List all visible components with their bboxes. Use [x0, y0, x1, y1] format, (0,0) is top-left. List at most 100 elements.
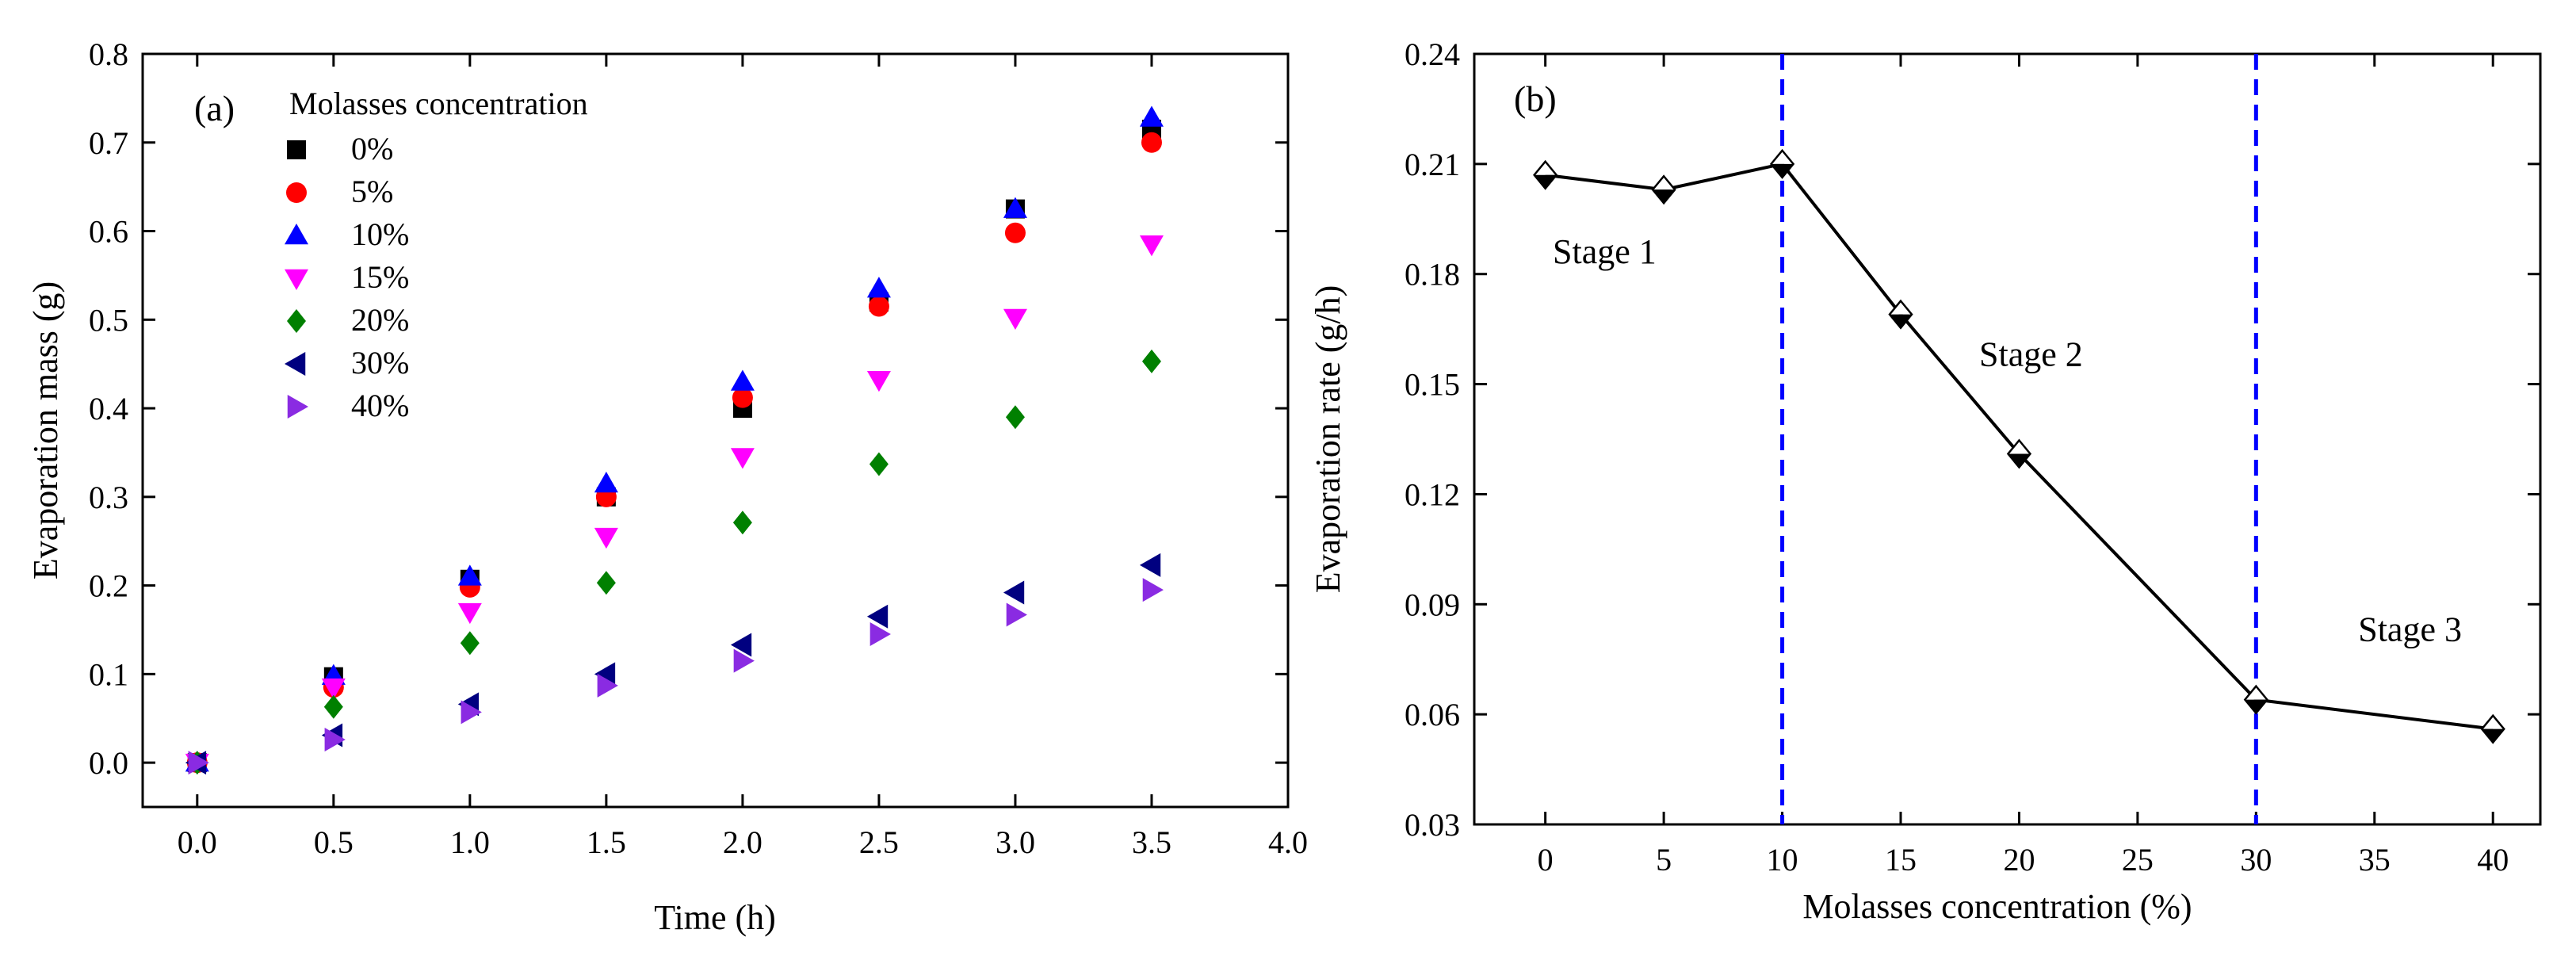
chart-b-stage-label: Stage 1 — [1553, 232, 1657, 271]
chart-b-x-tick-label: 5 — [1656, 842, 1672, 878]
chart-a-point-10pct — [866, 277, 891, 298]
chart-a-point-5pct — [1004, 222, 1026, 243]
chart-b-marks — [1533, 148, 2505, 744]
chart-a-y-tick-label: 0.0 — [89, 745, 128, 781]
chart-b-y-tick-label: 0.03 — [1405, 807, 1460, 843]
chart-b-x-ticks: 0 5 10 15 20 25 30 35 40 — [1538, 54, 2509, 878]
chart-a-x-tick-label: 1.5 — [587, 824, 626, 860]
chart-a-x-tick-label: 3.5 — [1132, 824, 1171, 860]
chart-a-point-40pct — [733, 648, 755, 673]
chart-b-frame — [1473, 52, 2542, 826]
chart-b-stage-label: Stage 2 — [1979, 335, 2083, 373]
chart-b-y-tick-label: 0.18 — [1405, 257, 1460, 293]
chart-a-y-tick-label: 0.8 — [89, 36, 128, 72]
chart-b-x-tick-label: 10 — [1767, 842, 1798, 878]
chart-a-y-tick-label: 0.1 — [89, 656, 128, 692]
chart-b-y-tick-label: 0.21 — [1405, 147, 1460, 182]
chart-a-point-20pct — [1005, 405, 1025, 430]
chart-a-point-10pct — [457, 564, 482, 586]
chart-b-y-ticks: 0.03 0.06 0.09 0.12 0.15 0.18 0.21 0.24 — [1405, 36, 2540, 843]
chart-b-panel-label: (b) — [1514, 78, 1557, 119]
chart-a-point-20pct — [869, 452, 889, 476]
chart-a-panel-label: (a) — [194, 88, 235, 128]
chart-b-x-tick-label: 15 — [1885, 842, 1917, 878]
chart-a-point-40pct — [324, 728, 346, 752]
chart-a-x-tick-label: 0.0 — [178, 824, 217, 860]
chart-a-legend-label: 15% — [351, 259, 409, 295]
chart-a-point-30pct — [1003, 580, 1025, 605]
chart-a-point-20pct — [732, 511, 752, 535]
chart-a-legend: 0% 5% 10% 15% 20% 30% 40% — [285, 131, 409, 423]
chart-a-y-tick-label: 0.2 — [89, 568, 128, 604]
chart-a-point-15pct — [1139, 235, 1164, 257]
chart-a-legend-marker — [285, 224, 308, 245]
chart-a-y-tick-label: 0.5 — [89, 302, 128, 338]
chart-b-point — [1651, 174, 1676, 205]
chart-b-x-tick-label: 20 — [2003, 842, 2035, 878]
chart-b-y-tick-label: 0.06 — [1405, 697, 1460, 732]
chart-b-x-tick-label: 30 — [2240, 842, 2272, 878]
chart-b-point — [2243, 684, 2268, 715]
chart-b-point — [2480, 713, 2505, 744]
chart-a-y-label: Evaporation mass (g) — [26, 281, 65, 579]
chart-b-point — [2006, 438, 2032, 469]
chart-a-legend-marker — [287, 140, 306, 159]
chart-a-x-label: Time (h) — [654, 898, 776, 937]
chart-a-point-10pct — [1003, 197, 1027, 218]
chart-a-point-30pct — [1139, 553, 1161, 577]
chart-b-y-label: Evaporation rate (g/h) — [1309, 285, 1347, 594]
chart-b-y-tick-label: 0.15 — [1405, 367, 1460, 403]
chart-a-point-40pct — [597, 673, 618, 698]
chart-b-x-tick-label: 0 — [1538, 842, 1554, 878]
chart-a-point-40pct — [188, 751, 209, 775]
chart-b: 0 5 10 15 20 25 30 35 40 0.03 0.06 0.09 0.12 0.15 0.1… — [1309, 36, 2542, 926]
chart-a-point-10pct — [1139, 105, 1164, 127]
chart-a: 0.0 0.5 1.0 1.5 2.0 2.5 3.0 3.5 4.0 0.0 0.1 0.2 0.3… — [26, 36, 1308, 937]
chart-b-point — [1769, 148, 1795, 179]
chart-a-point-20pct — [323, 694, 343, 719]
chart-a-point-30pct — [594, 662, 616, 686]
chart-a-point-15pct — [1003, 308, 1027, 331]
chart-a-point-15pct — [457, 602, 482, 625]
chart-a-point-20pct — [596, 571, 616, 595]
chart-b-y-tick-label: 0.12 — [1405, 476, 1460, 512]
chart-a-point-5pct — [732, 387, 753, 408]
chart-a-point-40pct — [1142, 578, 1164, 602]
chart-b-x-tick-label: 25 — [2122, 842, 2154, 878]
chart-a-point-20pct — [460, 631, 480, 656]
chart-a-point-30pct — [866, 604, 889, 629]
chart-a-marks — [185, 105, 1164, 775]
chart-a-legend-marker — [286, 182, 307, 203]
chart-a-y-ticks: 0.0 0.1 0.2 0.3 0.4 0.5 0.6 0.7 0.8 — [89, 36, 1288, 781]
chart-a-legend-marker — [287, 309, 306, 333]
chart-a-legend-label: 5% — [351, 174, 393, 209]
chart-a-x-tick-label: 0.5 — [314, 824, 354, 860]
chart-a-y-tick-label: 0.6 — [89, 214, 128, 250]
chart-b-x-label: Molasses concentration (%) — [1802, 887, 2192, 926]
chart-a-point-30pct — [730, 633, 752, 657]
chart-b-point — [1888, 299, 1913, 330]
chart-a-point-10pct — [594, 472, 618, 493]
chart-a-legend-marker — [285, 352, 306, 376]
chart-b-x-tick-label: 40 — [2477, 842, 2509, 878]
chart-a-legend-marker — [285, 269, 308, 290]
chart-a-frame — [141, 52, 1290, 809]
chart-b-y-tick-label: 0.09 — [1405, 587, 1460, 622]
chart-a-point-5pct — [868, 296, 889, 317]
chart-a-x-tick-label: 4.0 — [1268, 824, 1308, 860]
chart-a-point-10pct — [730, 369, 755, 391]
chart-a-point-15pct — [321, 678, 346, 700]
chart-a-x-tick-label: 3.0 — [996, 824, 1035, 860]
chart-a-x-tick-label: 2.0 — [723, 824, 762, 860]
chart-a-legend-label: 10% — [351, 216, 409, 252]
chart-a-point-5pct — [1141, 132, 1162, 153]
chart-a-x-ticks: 0.0 0.5 1.0 1.5 2.0 2.5 3.0 3.5 4.0 — [178, 54, 1308, 860]
chart-a-y-tick-label: 0.3 — [89, 480, 128, 515]
chart-a-legend-label: 30% — [351, 345, 409, 380]
chart-b-point — [1533, 159, 1558, 190]
chart-a-legend-label: 40% — [351, 388, 409, 423]
chart-b-annotations: Stage 1 Stage 2 Stage 3 — [1553, 232, 2462, 649]
chart-a-point-15pct — [730, 448, 755, 469]
chart-a-legend-label: 20% — [351, 302, 409, 338]
